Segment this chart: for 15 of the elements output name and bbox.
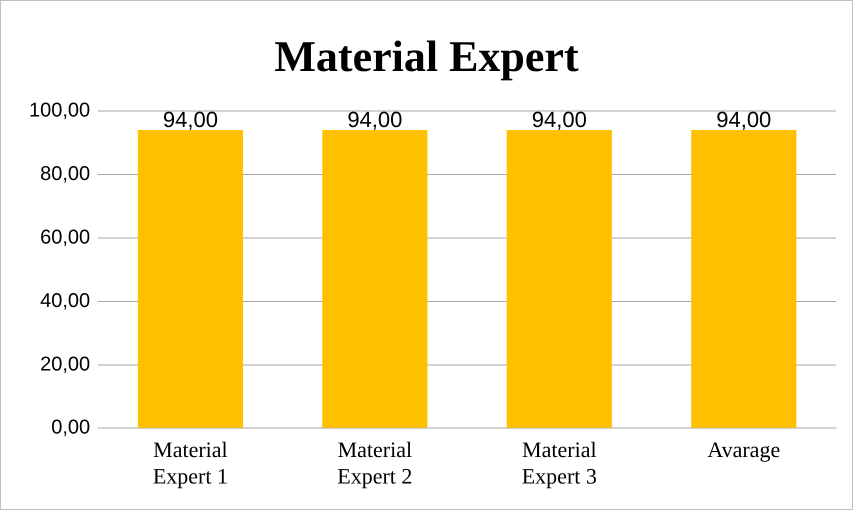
y-tick-label: 40,00 (40, 290, 90, 312)
y-tick-label: 100,00 (29, 100, 90, 122)
y-tick-label: 80,00 (40, 162, 90, 185)
y-tick-label: 60,00 (40, 226, 90, 248)
x-tick-label: Material Expert 3 (522, 437, 597, 489)
x-tick-label: Material Expert 1 (152, 437, 228, 489)
data-label: 94,00 (162, 107, 218, 132)
x-tick-label: Avarage (707, 437, 780, 462)
chart-title: Material Expert (273, 31, 580, 82)
data-label: 94,00 (347, 107, 402, 132)
y-tick-label: 20,00 (40, 353, 90, 376)
data-label: 94,00 (716, 107, 772, 132)
x-tick-label: Material Expert 2 (337, 437, 412, 489)
data-label: 94,00 (532, 107, 587, 132)
y-tick-label: 0,00 (51, 416, 90, 439)
